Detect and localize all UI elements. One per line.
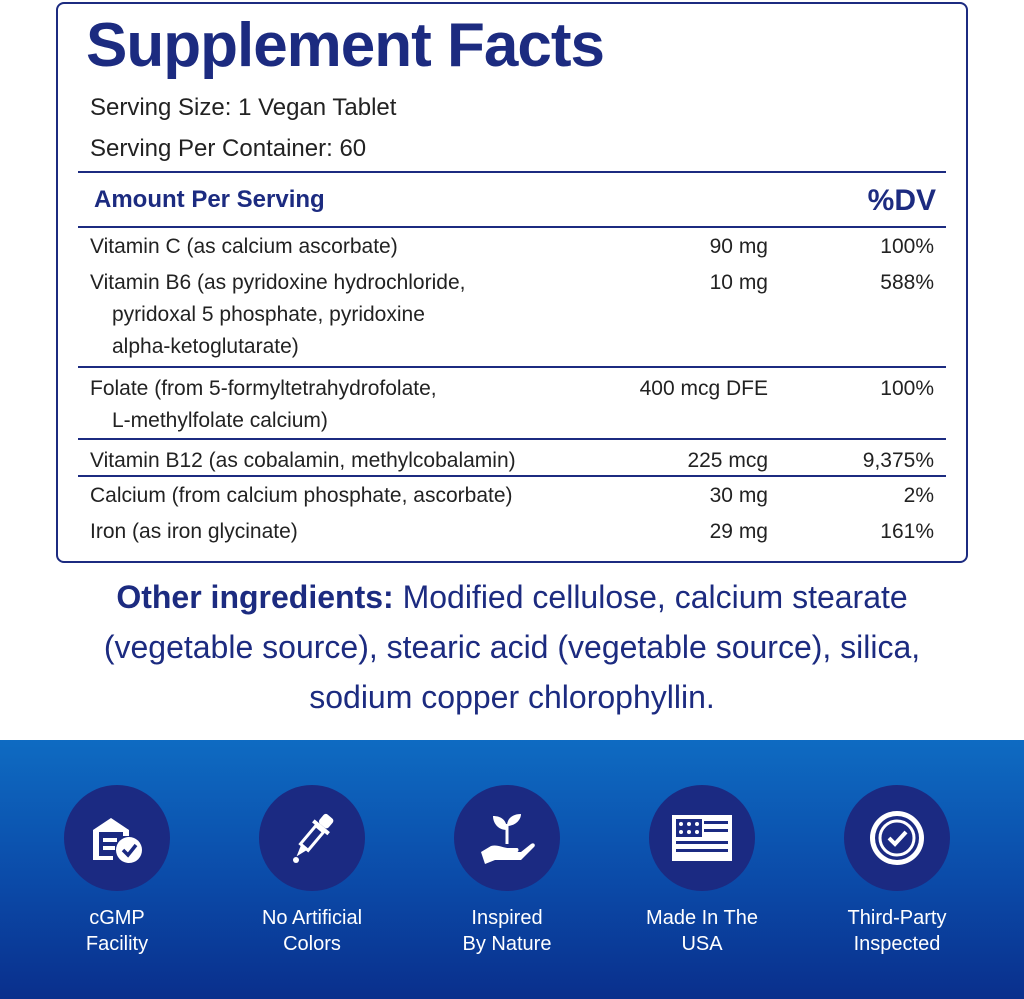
badge-icon	[259, 785, 365, 891]
amount: 29 mg	[709, 520, 768, 543]
icon	[870, 811, 924, 865]
badge: Inspired By Nature	[412, 785, 602, 957]
badge-label: Inspired By Nature	[412, 905, 602, 957]
daily-value: 161%	[880, 520, 934, 543]
ingredient-line: L-methylfolate calcium)	[112, 409, 328, 432]
icon	[293, 813, 334, 863]
table-row: Iron (as iron glycinate) 29 mg 161%	[90, 516, 934, 548]
servings: Serving Per Container: 60	[90, 135, 367, 162]
daily-value: 2%	[903, 484, 934, 507]
daily-value: 100%	[880, 377, 934, 400]
badge: Third-Party Inspected	[802, 785, 992, 957]
divider	[78, 366, 946, 368]
other-text: Modified cellulose, calcium stearate (ve…	[103, 579, 921, 715]
divider	[78, 226, 946, 228]
table-row: Calcium (from calcium phosphate, ascorba…	[90, 480, 934, 512]
ingredient-line: Calcium (from calcium phosphate, ascorba…	[90, 484, 513, 507]
amount: 400 mcg DFE	[639, 377, 768, 400]
badge-label-line: Third-Party	[847, 907, 947, 929]
ingredient: Calcium (from calcium phosphate, ascorba…	[90, 480, 934, 512]
badge-label-line: Made In The	[646, 907, 758, 929]
badge-label: No Artificial Colors	[217, 905, 407, 957]
ingredient: Vitamin B6 (as pyridoxine hydrochloride,…	[90, 267, 934, 363]
badge-label-line: cGMP	[89, 907, 145, 929]
badge-icon	[649, 785, 755, 891]
amount: 90 mg	[709, 235, 768, 258]
badge-icon	[454, 785, 560, 891]
badge: No Artificial Colors	[217, 785, 407, 957]
table-row: Vitamin B12 (as cobalamin, methylcobalam…	[90, 445, 934, 477]
amount: 10 mg	[709, 271, 768, 294]
badge: Made In The USA	[607, 785, 797, 957]
ingredient: Vitamin C (as calcium ascorbate)	[90, 231, 934, 263]
table-row: Vitamin C (as calcium ascorbate) 90 mg 100…	[90, 231, 934, 263]
badge-label: Made In The USA	[607, 905, 797, 957]
amount: 30 mg	[709, 484, 768, 507]
facts-panel: Supplement Facts Serving Size: 1 Vegan T…	[56, 2, 968, 563]
badge-label-line: Inspired	[471, 907, 543, 929]
badge-icon	[844, 785, 950, 891]
ingredient: Folate (from 5-formyltetrahydrofolate, L-…	[90, 373, 934, 437]
badge-label: Third-Party Inspected	[802, 905, 992, 957]
icon	[93, 818, 142, 863]
icon	[672, 815, 732, 861]
ingredient-line: Vitamin B12 (as cobalamin, methylcobalam…	[90, 449, 516, 472]
icon	[481, 814, 535, 864]
daily-value: 588%	[880, 271, 934, 294]
badge: cGMP Facility	[22, 785, 212, 957]
column-header: %DV	[867, 184, 936, 217]
badge-label-line: By Nature	[462, 933, 552, 955]
badge-label: cGMP Facility	[22, 905, 212, 957]
divider	[78, 438, 946, 440]
ingredient-line: Iron (as iron glycinate)	[90, 520, 298, 543]
badge-icon	[64, 785, 170, 891]
divider	[78, 171, 946, 173]
daily-value: 100%	[880, 235, 934, 258]
amount: 225 mcg	[687, 449, 768, 472]
daily-value: 9,375%	[862, 449, 934, 472]
badge-label-line: Facility	[85, 933, 149, 955]
other-ingredients: Other ingredients: Modified cellulose, c…	[50, 572, 974, 722]
ingredient: Iron (as iron glycinate)	[90, 516, 934, 548]
badge-label-line: No Artificial	[261, 907, 363, 929]
ingredient-line: pyridoxal 5 phosphate, pyridoxine	[112, 303, 425, 326]
ingredient-line: Folate (from 5-formyltetrahydrofolate,	[90, 377, 437, 400]
table-row: Vitamin B6 (as pyridoxine hydrochloride,…	[90, 267, 934, 363]
ingredient-line: Vitamin C (as calcium ascorbate)	[90, 235, 398, 258]
serving-size: Serving Size: 1 Vegan Tablet	[90, 94, 397, 121]
ingredient: Vitamin B12 (as cobalamin, methylcobalam…	[90, 445, 934, 477]
badge-band: cGMP Facility No Artificial Colors Inspired B…	[0, 740, 1024, 999]
badge-label-line: USA	[681, 933, 723, 955]
divider	[78, 475, 946, 477]
badge-label-line: Inspected	[853, 933, 941, 955]
title: Supplement Facts	[86, 11, 605, 80]
ingredient-line: Vitamin B6 (as pyridoxine hydrochloride,	[90, 271, 466, 294]
badge-label-line: Colors	[283, 933, 341, 955]
table-row: Folate (from 5-formyltetrahydrofolate, L-…	[90, 373, 934, 437]
ingredient-line: alpha-ketoglutarate)	[112, 335, 299, 358]
other-label: Other ingredients:	[116, 579, 394, 615]
column-header: Amount Per Serving	[94, 186, 325, 213]
